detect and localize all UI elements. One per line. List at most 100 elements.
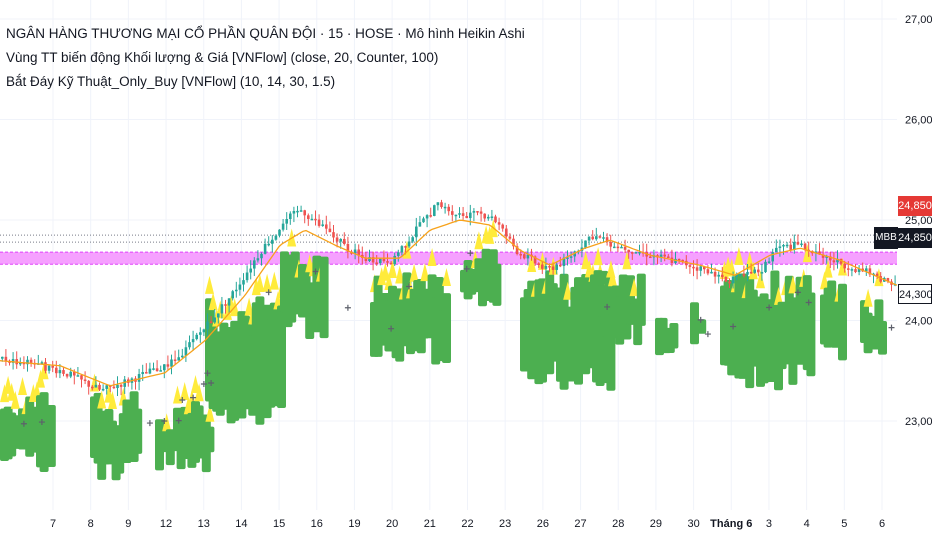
price-label-current: 24,850 bbox=[898, 228, 932, 248]
candle-body bbox=[605, 237, 609, 243]
x-axis-tick-label: 8 bbox=[88, 518, 94, 530]
buy-signal-triangle bbox=[173, 385, 182, 404]
candle-body bbox=[299, 210, 303, 212]
candle-body bbox=[238, 284, 242, 290]
candle-body bbox=[411, 237, 414, 242]
candle-body bbox=[335, 237, 339, 242]
buy-signal-triangle bbox=[180, 382, 190, 401]
candle-body bbox=[332, 232, 335, 238]
buy-signal-triangle bbox=[629, 278, 639, 297]
candle-body bbox=[418, 222, 422, 227]
candle-body bbox=[307, 215, 310, 219]
buy-signal-group bbox=[370, 240, 451, 365]
buy-signal-triangle bbox=[208, 292, 218, 311]
candle-body bbox=[393, 255, 396, 265]
candle-body bbox=[494, 216, 497, 223]
x-axis-tick-label: 6 bbox=[879, 518, 885, 530]
candle-body bbox=[105, 385, 108, 389]
candle-body bbox=[857, 268, 861, 273]
buy-signal-bar bbox=[46, 405, 56, 467]
candle-body bbox=[800, 243, 803, 246]
x-axis-tick-label: Tháng 6 bbox=[710, 518, 752, 530]
candle-body bbox=[609, 242, 612, 247]
candle-body bbox=[220, 304, 224, 314]
candle-body bbox=[235, 289, 238, 292]
candle-body bbox=[386, 261, 389, 263]
x-axis-tick-label: 7 bbox=[50, 518, 56, 530]
y-axis-tick-label: 26,000 bbox=[905, 115, 932, 127]
candle-body bbox=[98, 384, 101, 390]
buy-signal-bar bbox=[690, 302, 699, 345]
legend-indicator-bottom-buy[interactable]: Bắt Đáy Kỹ Thuật_Only_Buy [VNFlow] (10, … bbox=[6, 74, 336, 89]
candle-body bbox=[854, 269, 857, 273]
buy-signal-triangle bbox=[593, 247, 603, 266]
candle-body bbox=[670, 257, 674, 263]
candle-body bbox=[199, 332, 202, 335]
candle-body bbox=[789, 244, 792, 250]
candle-body bbox=[803, 243, 807, 250]
candle-body bbox=[731, 276, 735, 284]
buy-signal-bar bbox=[442, 293, 451, 364]
candle-body bbox=[757, 269, 760, 273]
candle-body bbox=[818, 251, 821, 255]
candle-body bbox=[681, 259, 684, 262]
candle-body bbox=[303, 210, 306, 216]
candle-body bbox=[713, 271, 717, 277]
candle-body bbox=[55, 367, 58, 374]
candle-body bbox=[865, 268, 868, 272]
candle-body bbox=[692, 266, 695, 269]
candle-body bbox=[739, 274, 742, 276]
candle-body bbox=[148, 368, 152, 374]
cross-marker bbox=[175, 417, 182, 424]
candle-body bbox=[145, 372, 148, 374]
candle-body bbox=[501, 224, 504, 229]
candle-body bbox=[209, 321, 213, 324]
candle-body bbox=[22, 362, 26, 365]
candle-body bbox=[425, 215, 429, 219]
candle-body bbox=[292, 211, 296, 214]
candle-body bbox=[206, 321, 209, 330]
cross-marker bbox=[704, 331, 711, 338]
candle-body bbox=[613, 246, 616, 249]
candle-body bbox=[328, 228, 332, 233]
candle-body bbox=[587, 236, 591, 241]
candle-body bbox=[886, 278, 890, 282]
candle-body bbox=[533, 256, 537, 264]
candle-body bbox=[627, 249, 630, 253]
candle-body bbox=[458, 213, 461, 215]
buy-signal-triangle bbox=[244, 297, 254, 316]
candle-body bbox=[634, 252, 638, 254]
candle-body bbox=[29, 359, 33, 363]
candle-body bbox=[375, 262, 378, 264]
buy-signal-triangle bbox=[756, 270, 765, 289]
candle-body bbox=[796, 242, 800, 245]
x-axis-tick-label: 20 bbox=[386, 518, 398, 530]
candle-body bbox=[339, 238, 342, 242]
candle-body bbox=[314, 218, 317, 221]
candle-body bbox=[321, 224, 324, 226]
cross-marker bbox=[200, 380, 207, 387]
cross-marker bbox=[463, 265, 470, 272]
candles-group bbox=[1, 199, 897, 396]
candle-body bbox=[1, 356, 4, 359]
candle-body bbox=[623, 246, 627, 250]
buy-signal-triangle bbox=[863, 288, 873, 307]
candle-body bbox=[213, 317, 216, 323]
candle-body bbox=[595, 236, 598, 240]
buy-signal-bar bbox=[669, 322, 679, 349]
candle-body bbox=[422, 218, 425, 223]
candle-body bbox=[771, 252, 774, 262]
candle-body bbox=[281, 223, 285, 230]
candle-body bbox=[47, 365, 51, 371]
candle-body bbox=[267, 243, 270, 246]
buy-signal-triangle bbox=[262, 273, 272, 292]
buy-signal-triangle bbox=[10, 390, 20, 409]
buy-signal-bar bbox=[838, 283, 847, 361]
legend-indicator-volume-zone[interactable]: Vùng TT biến động Khối lượng & Giá [VNFl… bbox=[6, 50, 439, 65]
buy-signal-group bbox=[820, 257, 847, 361]
candle-body bbox=[415, 226, 418, 238]
candle-body bbox=[454, 214, 458, 217]
candle-body bbox=[519, 254, 522, 256]
cross-marker bbox=[794, 289, 801, 296]
